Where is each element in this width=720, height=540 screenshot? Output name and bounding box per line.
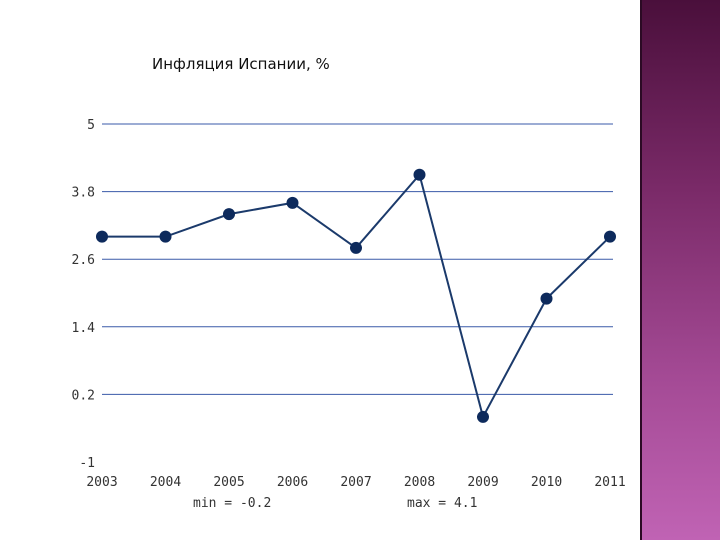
y-tick-label: 1.4	[72, 321, 96, 336]
series-line	[102, 172, 611, 420]
x-tick-label: 2007	[340, 475, 371, 490]
data-point	[223, 208, 235, 221]
inflation-line-chart: Инфляция Испании, % 5 3.8 2.6 1.4 0.2 -1 2003…	[72, 55, 626, 511]
x-tick-label: 2003	[86, 475, 117, 490]
x-tick-label: 2008	[404, 475, 435, 490]
data-point	[540, 292, 553, 305]
slide-background	[0, 0, 640, 540]
data-point	[477, 410, 489, 423]
x-tick-label: 2010	[531, 475, 562, 490]
max-value-note: max = 4.1	[407, 496, 477, 511]
x-tick-label: 2005	[213, 475, 244, 490]
x-tick-label: 2011	[594, 475, 625, 490]
x-tick-label: 2004	[150, 475, 181, 490]
grid-lines	[102, 123, 613, 395]
data-point	[159, 230, 172, 243]
min-value-note: min = -0.2	[193, 496, 271, 511]
chart-title: Инфляция Испании, %	[152, 55, 330, 73]
x-tick-label: 2006	[277, 475, 308, 490]
data-point	[96, 230, 108, 243]
y-tick-label: -1	[79, 456, 95, 471]
data-point	[286, 196, 299, 209]
data-point	[350, 241, 362, 254]
x-tick-label: 2009	[467, 475, 498, 490]
y-axis-tick-labels: 5 3.8 2.6 1.4 0.2 -1	[72, 118, 96, 471]
y-tick-label: 5	[87, 118, 95, 133]
data-point	[413, 168, 426, 181]
series-line-group	[102, 172, 611, 420]
y-tick-label: 2.6	[72, 253, 95, 268]
data-point	[604, 230, 616, 243]
x-axis-tick-labels: 2003 2004 2005 2006 2007 2008 2009 2010 2011	[86, 475, 625, 490]
series-points	[96, 168, 616, 423]
side-decoration-panel	[640, 0, 720, 540]
y-tick-label: 3.8	[72, 186, 95, 201]
y-tick-label: 0.2	[72, 388, 95, 403]
